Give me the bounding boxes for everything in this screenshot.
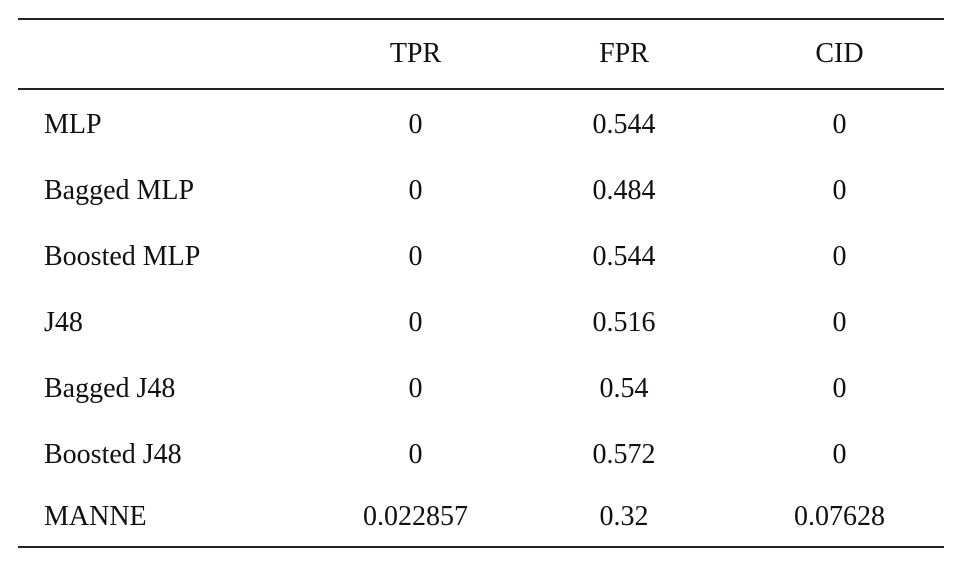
fpr-cell: 0.32 — [599, 501, 649, 532]
table-row: Bagged J48 0 0.54 0 — [18, 356, 944, 422]
table-row: Boosted J48 0 0.572 0 — [18, 422, 944, 488]
header-cell-tpr: TPR — [389, 38, 442, 69]
row-label: Boosted MLP — [44, 241, 201, 272]
tpr-cell: 0 — [408, 307, 423, 338]
fpr-cell: 0.54 — [599, 373, 649, 404]
row-label: Bagged MLP — [44, 175, 195, 206]
tpr-cell: 0.022857 — [363, 501, 468, 532]
table-row: Bagged MLP 0 0.484 0 — [18, 158, 944, 224]
header-cell-cid: CID — [815, 38, 864, 69]
cid-cell: 0 — [832, 109, 847, 140]
bottom-rule — [18, 546, 944, 548]
tpr-cell: 0 — [408, 373, 423, 404]
cid-cell: 0 — [832, 439, 847, 470]
fpr-cell: 0.544 — [592, 241, 656, 272]
fpr-cell: 0.484 — [592, 175, 656, 206]
row-label: J48 — [44, 307, 83, 338]
cid-cell: 0 — [832, 373, 847, 404]
header-rule — [18, 88, 944, 90]
fpr-cell: 0.572 — [592, 439, 656, 470]
row-label: MANNE — [44, 501, 147, 532]
table-row: Boosted MLP 0 0.544 0 — [18, 224, 944, 290]
tpr-cell: 0 — [408, 439, 423, 470]
table-header: TPR FPR CID — [18, 20, 944, 88]
table-row: MLP 0 0.544 0 — [18, 92, 944, 158]
tpr-cell: 0 — [408, 109, 423, 140]
header-cell-fpr: FPR — [599, 38, 649, 69]
tpr-cell: 0 — [408, 241, 423, 272]
cid-cell: 0 — [832, 175, 847, 206]
cid-cell: 0 — [832, 307, 847, 338]
fpr-cell: 0.516 — [592, 307, 656, 338]
cid-cell: 0.07628 — [794, 501, 885, 532]
cid-cell: 0 — [832, 241, 847, 272]
tpr-cell: 0 — [408, 175, 423, 206]
table-row: J48 0 0.516 0 — [18, 290, 944, 356]
table-body: MLP 0 0.544 0 Bagged MLP 0 0.484 0 Boost… — [18, 90, 944, 546]
row-label: MLP — [44, 109, 102, 140]
fpr-cell: 0.544 — [592, 109, 656, 140]
row-label: Bagged J48 — [44, 373, 176, 404]
row-label: Boosted J48 — [44, 439, 182, 470]
results-table: TPR FPR CID MLP 0 0.544 0 Bagged MLP 0 0… — [18, 18, 944, 548]
top-rule — [18, 18, 944, 20]
table-row: MANNE 0.022857 0.32 0.07628 — [18, 488, 944, 546]
